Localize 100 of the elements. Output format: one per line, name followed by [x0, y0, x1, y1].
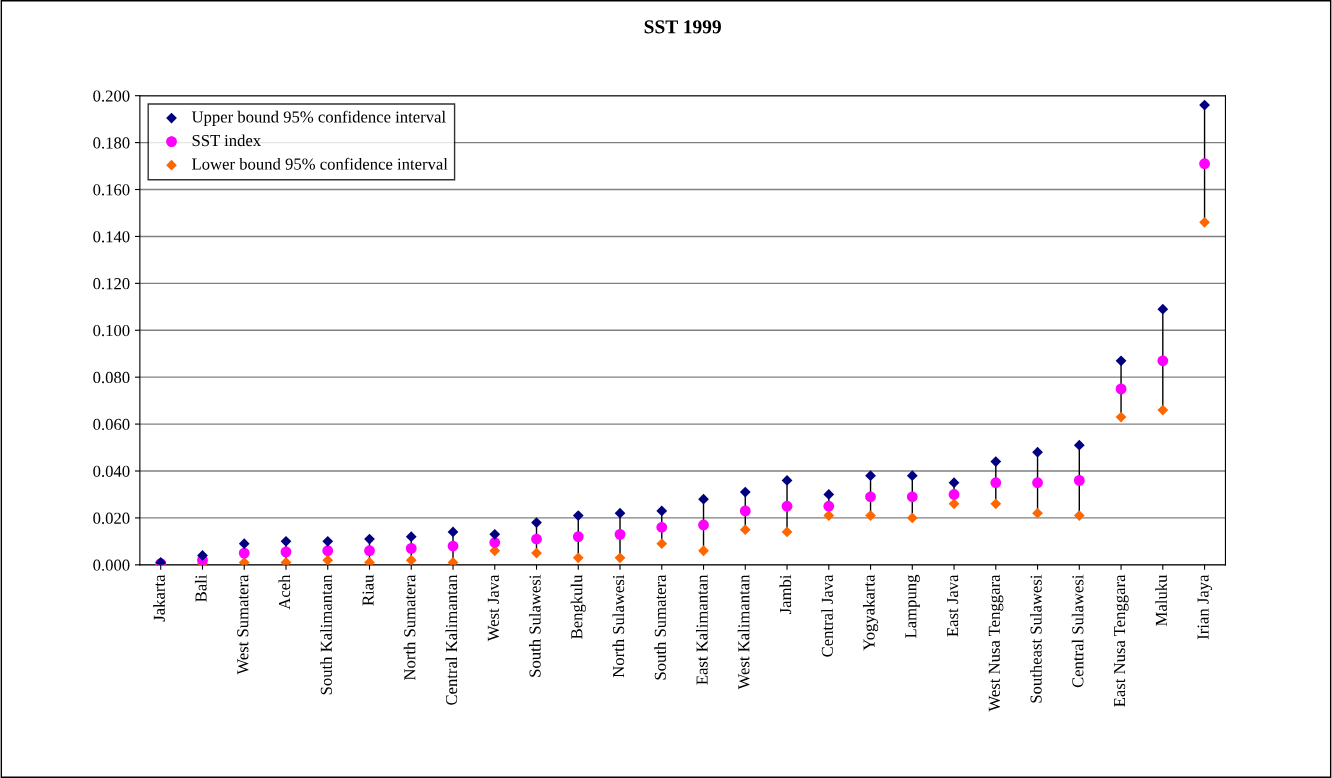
y-tick-label: 0.040 [93, 465, 130, 478]
point [1073, 510, 1085, 521]
point [614, 528, 626, 540]
x-tick-label: East Kalimantan [695, 574, 708, 685]
point [531, 533, 542, 545]
y-tick-label: 0.160 [93, 184, 130, 196]
point [1115, 411, 1127, 423]
point [322, 545, 334, 557]
x-tick-label: North Sulawesi [612, 574, 625, 678]
x-tick-label: West Kalimantan [737, 574, 750, 690]
point [865, 510, 876, 521]
x-tick-label: North Sumatera [403, 574, 416, 681]
y-tick-label: 0.100 [93, 324, 130, 337]
x-tick-label: Southeast Sulawesi [1029, 574, 1042, 703]
point [656, 505, 668, 517]
x-tick-label: South Kalimantan [320, 574, 332, 695]
point [405, 554, 417, 565]
y-tick-label: 0.180 [93, 137, 130, 149]
point [405, 543, 417, 554]
x-tick-label: Bali [194, 574, 207, 602]
x-tick-label: West Java [487, 574, 500, 642]
point [865, 491, 876, 503]
point [1157, 355, 1169, 367]
point [364, 545, 375, 557]
point [1199, 216, 1210, 228]
point [572, 510, 584, 521]
x-tick-label: West Sumatera [237, 574, 249, 675]
point [656, 521, 668, 533]
x-tick-label: South Sumatera [654, 574, 666, 680]
point [865, 470, 876, 482]
point [489, 528, 501, 540]
point [1199, 99, 1210, 111]
y-tick-label: 0.120 [93, 278, 130, 290]
x-tick-label: West Nusa Tenggara [988, 574, 1004, 712]
point [1115, 383, 1127, 395]
point [739, 486, 751, 498]
point [781, 475, 793, 486]
point [489, 537, 501, 548]
legend-label: Upper bound 95% confidence interval [191, 110, 446, 126]
y-tick-label: 0.020 [93, 512, 130, 524]
y-tick-label: 0.200 [93, 90, 130, 102]
point [990, 498, 1002, 510]
x-tick-label: Central Kalimantan [445, 574, 458, 705]
point [447, 540, 459, 552]
x-tick-label: Jambi [779, 574, 792, 615]
point [739, 524, 751, 536]
x-tick-label: East Java [947, 574, 959, 637]
point [698, 545, 709, 557]
point [614, 552, 626, 564]
x-tick-label: Yogyakarta [862, 574, 879, 651]
point [614, 507, 626, 519]
point [906, 512, 918, 524]
chart-title: SST 1999 [644, 20, 721, 34]
y-tick-label: 0.000 [93, 559, 130, 571]
y-tick-label: 0.080 [93, 371, 130, 384]
x-tick-label: South Sulawesi [528, 574, 541, 677]
point [948, 489, 960, 500]
point [823, 500, 835, 512]
point [405, 531, 417, 543]
y-tick-label: 0.060 [93, 418, 130, 431]
point [1115, 355, 1127, 367]
point [1157, 404, 1169, 416]
point [238, 538, 250, 550]
point [823, 510, 835, 521]
point [1199, 158, 1210, 170]
point [572, 531, 584, 543]
legend-label: Lower bound 95% confidence interval [192, 157, 448, 170]
point [781, 526, 793, 538]
y-tick-label: 0.140 [93, 231, 130, 243]
x-tick-label: Central Java [821, 574, 833, 657]
point [781, 500, 793, 512]
x-tick-label: Aceh [278, 574, 291, 610]
point [906, 491, 918, 503]
point [322, 535, 334, 547]
x-tick-label: Central Sulawesi [1071, 574, 1084, 688]
x-tick-label: Jakarta [153, 574, 165, 622]
point [948, 477, 960, 489]
point [1073, 439, 1085, 451]
x-tick-label: Irian Jaya [1197, 574, 1213, 640]
point [280, 535, 292, 547]
point [531, 517, 542, 528]
point [1032, 507, 1043, 519]
point [197, 550, 208, 561]
x-tick-label: East Nusa Tenggara [1114, 574, 1129, 707]
x-tick-label: Riau [362, 574, 374, 606]
x-tick-label: Lampung [905, 574, 920, 638]
x-tick-label: Bengkulu [570, 574, 586, 639]
point [572, 552, 584, 564]
point [948, 498, 960, 510]
point [1157, 303, 1169, 315]
point [739, 505, 751, 517]
point [906, 470, 918, 482]
point [447, 526, 459, 538]
point [823, 489, 835, 500]
point [698, 519, 709, 531]
point [1032, 446, 1043, 458]
point [1032, 477, 1043, 489]
point [364, 557, 375, 565]
point [990, 477, 1002, 489]
point [280, 546, 292, 558]
